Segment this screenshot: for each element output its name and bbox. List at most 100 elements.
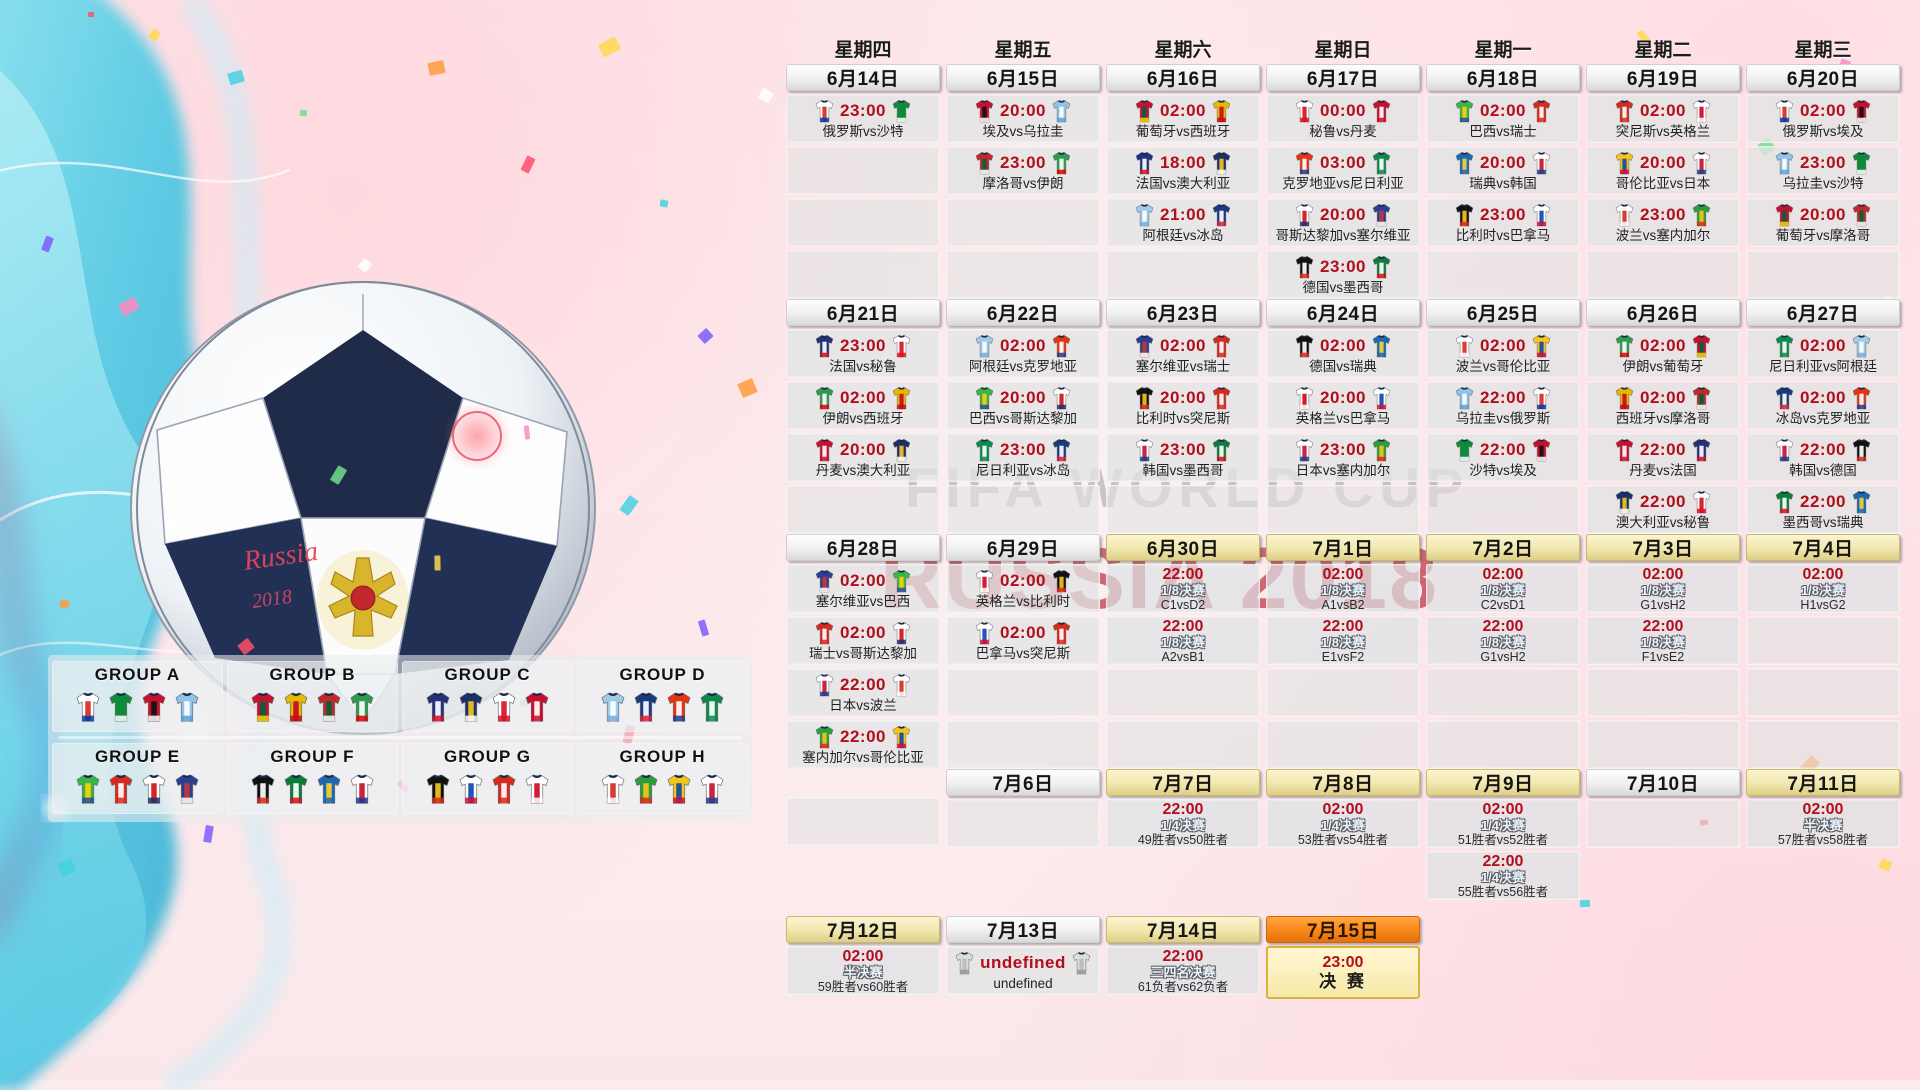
- match-cell[interactable]: 23:00 德国vs墨西哥: [1266, 250, 1420, 299]
- match-cell[interactable]: 23:00 日本vs塞内加尔: [1266, 433, 1420, 482]
- match-cell[interactable]: 20:00 丹麦vs澳大利亚: [786, 433, 940, 482]
- knockout-match-cell[interactable]: 02:00 1/8决赛 G1vsH2: [1586, 564, 1740, 613]
- date-header[interactable]: 6月22日: [946, 299, 1100, 326]
- match-cell[interactable]: undefined undefined: [946, 946, 1100, 995]
- date-header[interactable]: 6月18日: [1426, 64, 1580, 91]
- match-cell[interactable]: 02:00 冰岛vs克罗地亚: [1746, 381, 1900, 430]
- group-box[interactable]: GROUP E: [52, 743, 223, 814]
- date-header[interactable]: 7月14日: [1106, 916, 1260, 943]
- match-cell[interactable]: 18:00 法国vs澳大利亚: [1106, 146, 1260, 195]
- date-header[interactable]: 6月17日: [1266, 64, 1420, 91]
- date-header[interactable]: 6月29日: [946, 534, 1100, 561]
- knockout-match-cell[interactable]: 02:00 半决赛 57胜者vs58胜者: [1746, 799, 1900, 848]
- knockout-match-cell[interactable]: 22:00 1/8决赛 C1vsD2: [1106, 564, 1260, 613]
- knockout-match-cell[interactable]: 22:00 1/4决赛 55胜者vs56胜者: [1426, 851, 1580, 900]
- match-cell[interactable]: 02:00 尼日利亚vs阿根廷: [1746, 329, 1900, 378]
- match-cell[interactable]: 02:00 英格兰vs比利时: [946, 564, 1100, 613]
- match-cell[interactable]: 23:00 俄罗斯vs沙特: [786, 94, 940, 143]
- date-header[interactable]: 7月4日: [1746, 534, 1900, 561]
- knockout-match-cell[interactable]: 22:00 1/8决赛 G1vsH2: [1426, 616, 1580, 665]
- match-cell[interactable]: 02:00 德国vs瑞典: [1266, 329, 1420, 378]
- match-cell[interactable]: 02:00 俄罗斯vs埃及: [1746, 94, 1900, 143]
- match-cell[interactable]: 02:00 伊朗vs葡萄牙: [1586, 329, 1740, 378]
- group-box[interactable]: GROUP G: [402, 743, 573, 814]
- match-cell[interactable]: 02:00 塞尔维亚vs瑞士: [1106, 329, 1260, 378]
- date-header[interactable]: 7月9日: [1426, 769, 1580, 796]
- date-header[interactable]: 6月25日: [1426, 299, 1580, 326]
- match-cell[interactable]: 21:00 阿根廷vs冰岛: [1106, 198, 1260, 247]
- group-box[interactable]: GROUP C: [402, 661, 573, 732]
- match-cell[interactable]: 20:00 比利时vs突尼斯: [1106, 381, 1260, 430]
- match-cell[interactable]: 02:00 阿根廷vs克罗地亚: [946, 329, 1100, 378]
- date-header[interactable]: 6月21日: [786, 299, 940, 326]
- date-header[interactable]: 6月14日: [786, 64, 940, 91]
- group-box[interactable]: GROUP B: [227, 661, 398, 732]
- match-cell[interactable]: 23:00 摩洛哥vs伊朗: [946, 146, 1100, 195]
- match-cell[interactable]: 20:00 巴西vs哥斯达黎加: [946, 381, 1100, 430]
- match-cell[interactable]: 22:00 丹麦vs法国: [1586, 433, 1740, 482]
- match-cell[interactable]: 22:00 沙特vs埃及: [1426, 433, 1580, 482]
- date-header[interactable]: 6月16日: [1106, 64, 1260, 91]
- date-header[interactable]: 6月23日: [1106, 299, 1260, 326]
- match-cell[interactable]: 22:00 澳大利亚vs秘鲁: [1586, 485, 1740, 534]
- match-cell[interactable]: 20:00 埃及vs乌拉圭: [946, 94, 1100, 143]
- group-box[interactable]: GROUP D: [577, 661, 748, 732]
- match-cell[interactable]: 02:00 塞尔维亚vs巴西: [786, 564, 940, 613]
- date-header[interactable]: 7月11日: [1746, 769, 1900, 796]
- date-header[interactable]: 6月28日: [786, 534, 940, 561]
- match-cell[interactable]: 20:00 哥伦比亚vs日本: [1586, 146, 1740, 195]
- date-header[interactable]: 7月10日: [1586, 769, 1740, 796]
- match-cell[interactable]: 23:00 法国vs秘鲁: [786, 329, 940, 378]
- group-box[interactable]: GROUP F: [227, 743, 398, 814]
- date-header[interactable]: 7月12日: [786, 916, 940, 943]
- match-cell[interactable]: 22:00 墨西哥vs瑞典: [1746, 485, 1900, 534]
- match-cell[interactable]: 22:00 韩国vs德国: [1746, 433, 1900, 482]
- match-cell[interactable]: 22:00 乌拉圭vs俄罗斯: [1426, 381, 1580, 430]
- date-header[interactable]: 7月8日: [1266, 769, 1420, 796]
- knockout-match-cell[interactable]: 02:00 半决赛 59胜者vs60胜者: [786, 946, 940, 995]
- date-header[interactable]: 6月30日: [1106, 534, 1260, 561]
- match-cell[interactable]: 02:00 巴西vs瑞士: [1426, 94, 1580, 143]
- match-cell[interactable]: 23:00 比利时vs巴拿马: [1426, 198, 1580, 247]
- date-header[interactable]: 7月7日: [1106, 769, 1260, 796]
- date-header[interactable]: 6月27日: [1746, 299, 1900, 326]
- match-cell[interactable]: 20:00 瑞典vs韩国: [1426, 146, 1580, 195]
- knockout-match-cell[interactable]: 22:00 1/8决赛 F1vsE2: [1586, 616, 1740, 665]
- match-cell[interactable]: 02:00 突尼斯vs英格兰: [1586, 94, 1740, 143]
- knockout-match-cell[interactable]: 02:00 1/4决赛 51胜者vs52胜者: [1426, 799, 1580, 848]
- knockout-match-cell[interactable]: 22:00 1/4决赛 49胜者vs50胜者: [1106, 799, 1260, 848]
- match-cell[interactable]: 03:00 克罗地亚vs尼日利亚: [1266, 146, 1420, 195]
- date-header[interactable]: 7月2日: [1426, 534, 1580, 561]
- match-cell[interactable]: 20:00 英格兰vs巴拿马: [1266, 381, 1420, 430]
- match-cell[interactable]: 23:00 乌拉圭vs沙特: [1746, 146, 1900, 195]
- date-header[interactable]: 7月13日: [946, 916, 1100, 943]
- match-cell[interactable]: 02:00 西班牙vs摩洛哥: [1586, 381, 1740, 430]
- match-cell[interactable]: 22:00 日本vs波兰: [786, 668, 940, 717]
- date-header[interactable]: 6月26日: [1586, 299, 1740, 326]
- match-cell[interactable]: 23:00 韩国vs墨西哥: [1106, 433, 1260, 482]
- date-header[interactable]: 7月3日: [1586, 534, 1740, 561]
- date-header[interactable]: 6月24日: [1266, 299, 1420, 326]
- date-header[interactable]: 7月15日: [1266, 916, 1420, 943]
- match-cell[interactable]: 02:00 巴拿马vs突尼斯: [946, 616, 1100, 665]
- date-header[interactable]: 7月6日: [946, 769, 1100, 796]
- match-cell[interactable]: 00:00 秘鲁vs丹麦: [1266, 94, 1420, 143]
- date-header[interactable]: 6月15日: [946, 64, 1100, 91]
- match-cell[interactable]: 22:00 塞内加尔vs哥伦比亚: [786, 720, 940, 769]
- knockout-match-cell[interactable]: 02:00 1/8决赛 C2vsD1: [1426, 564, 1580, 613]
- match-cell[interactable]: 02:00 瑞士vs哥斯达黎加: [786, 616, 940, 665]
- match-cell[interactable]: 20:00 哥斯达黎加vs塞尔维亚: [1266, 198, 1420, 247]
- match-cell[interactable]: 02:00 葡萄牙vs西班牙: [1106, 94, 1260, 143]
- match-cell[interactable]: 20:00 葡萄牙vs摩洛哥: [1746, 198, 1900, 247]
- date-header[interactable]: 6月20日: [1746, 64, 1900, 91]
- knockout-match-cell[interactable]: 02:00 1/8决赛 H1vsG2: [1746, 564, 1900, 613]
- match-cell[interactable]: 23:00 波兰vs塞内加尔: [1586, 198, 1740, 247]
- date-header[interactable]: 7月1日: [1266, 534, 1420, 561]
- group-box[interactable]: GROUP H: [577, 743, 748, 814]
- knockout-match-cell[interactable]: 22:00 1/8决赛 E1vsF2: [1266, 616, 1420, 665]
- match-cell[interactable]: 02:00 波兰vs哥伦比亚: [1426, 329, 1580, 378]
- group-box[interactable]: GROUP A: [52, 661, 223, 732]
- knockout-match-cell[interactable]: 02:00 1/8决赛 A1vsB2: [1266, 564, 1420, 613]
- knockout-match-cell[interactable]: 22:00 1/8决赛 A2vsB1: [1106, 616, 1260, 665]
- date-header[interactable]: 6月19日: [1586, 64, 1740, 91]
